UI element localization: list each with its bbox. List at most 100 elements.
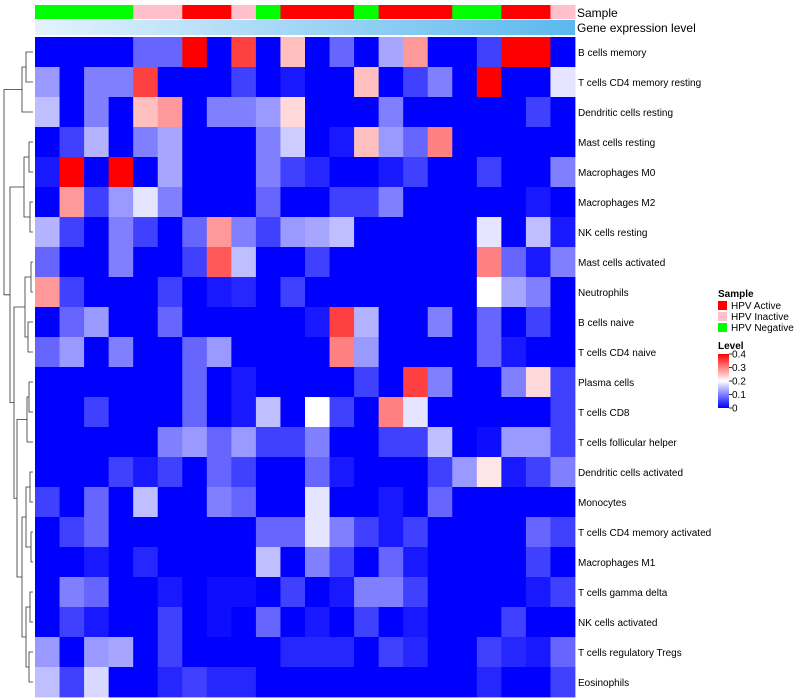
heatmap-cell [255, 397, 281, 428]
heatmap-cell [525, 187, 551, 218]
heatmap-cell [182, 247, 208, 278]
heatmap-cell [550, 577, 576, 608]
heatmap-cell [403, 517, 429, 548]
heatmap-cell [427, 337, 453, 368]
heatmap-cell [206, 517, 232, 548]
heatmap-cell [525, 637, 551, 668]
heatmap-cell [182, 427, 208, 458]
heatmap-cell [108, 97, 134, 128]
heatmap-cell [378, 637, 404, 668]
sample-annotation-cell [378, 5, 404, 19]
heatmap-cell [59, 397, 85, 428]
legend-entry-label: HPV Inactive [731, 312, 789, 323]
heatmap-cell [403, 397, 429, 428]
heatmap-cell [501, 487, 527, 518]
heatmap-cell [255, 427, 281, 458]
heatmap-cell [550, 427, 576, 458]
heatmap-cell [280, 307, 306, 338]
heatmap-cell [305, 457, 330, 488]
heatmap-cell [133, 337, 159, 368]
heatmap-cell [354, 637, 380, 668]
heatmap-cell [427, 547, 453, 578]
sample-annotation-cell [427, 5, 453, 19]
heatmap-cell [182, 307, 208, 338]
row-label: B cells memory [578, 48, 646, 59]
heatmap-cell [84, 487, 110, 518]
heatmap-cell [84, 337, 110, 368]
dendrogram-branch [26, 396, 33, 443]
heatmap-cell [525, 517, 551, 548]
heatmap-cell [476, 337, 502, 368]
heatmap-cell [378, 67, 404, 98]
heatmap-cell [231, 337, 257, 368]
heatmap-cell [157, 457, 183, 488]
heatmap-cell [133, 427, 159, 458]
heatmap-cell [427, 457, 453, 488]
heatmap-cell [305, 637, 330, 668]
heatmap-cell [280, 127, 306, 158]
sample-annotation-cell [231, 5, 257, 19]
heatmap-cell [35, 67, 60, 98]
heatmap-cell [452, 457, 478, 488]
heatmap-cell [452, 487, 478, 518]
heatmap-cell [84, 667, 110, 698]
row-label: T cells gamma delta [578, 588, 668, 599]
heatmap-cell [157, 427, 183, 458]
heatmap-cell [206, 427, 232, 458]
heatmap-cell [305, 487, 330, 518]
gene-expression-track-label: Gene expression level [577, 21, 696, 35]
heatmap-cell [59, 667, 85, 698]
sample-annotation-cell [305, 5, 331, 19]
legend-entry-label: HPV Negative [731, 323, 794, 334]
row-label: Mast cells activated [578, 258, 665, 269]
heatmap-cell [550, 67, 576, 98]
heatmap-cell [476, 457, 502, 488]
heatmap-cell [206, 217, 232, 248]
heatmap-cell [550, 607, 576, 638]
heatmap-cell [133, 637, 159, 668]
heatmap-cell [206, 277, 232, 308]
heatmap-cell [157, 547, 183, 578]
heatmap-cell [35, 547, 60, 578]
heatmap-cell [157, 307, 183, 338]
sample-annotation-cell [108, 5, 134, 19]
heatmap-cell [501, 637, 527, 668]
dendrogram-branch [9, 186, 24, 404]
heatmap-cell [427, 517, 453, 548]
heatmap-cell [84, 367, 110, 398]
heatmap-cell [354, 217, 380, 248]
heatmap-cell [427, 607, 453, 638]
heatmap-cell [108, 127, 134, 158]
heatmap-cell [231, 37, 257, 68]
heatmap-cell [84, 457, 110, 488]
heatmap-cell [378, 97, 404, 128]
heatmap-cell [329, 97, 355, 128]
heatmap-cell [525, 247, 551, 278]
heatmap-cell [182, 277, 208, 308]
heatmap-cell [35, 217, 60, 248]
sample-annotation-cell [452, 5, 478, 19]
heatmap-cell [84, 397, 110, 428]
heatmap-cell [231, 667, 257, 698]
heatmap-cell [329, 547, 355, 578]
row-dendrogram [3, 51, 33, 683]
heatmap-cell [59, 187, 85, 218]
heatmap-cell [550, 337, 576, 368]
heatmap-cell [476, 637, 502, 668]
heatmap-cell [133, 127, 159, 158]
heatmap-cell [427, 247, 453, 278]
heatmap-cell [329, 427, 355, 458]
heatmap-cell [354, 127, 380, 158]
row-label: Dendritic cells resting [578, 108, 673, 119]
heatmap-cell [305, 607, 330, 638]
heatmap-cell [206, 127, 232, 158]
heatmap-cell [354, 277, 380, 308]
heatmap-cell [550, 277, 576, 308]
heatmap-cell [525, 67, 551, 98]
heatmap-cell [255, 667, 281, 698]
heatmap-cell [182, 397, 208, 428]
sample-annotation-cell [255, 5, 281, 19]
sample-annotation-cell [206, 5, 232, 19]
heatmap-cell [231, 367, 257, 398]
heatmap-cell [157, 277, 183, 308]
